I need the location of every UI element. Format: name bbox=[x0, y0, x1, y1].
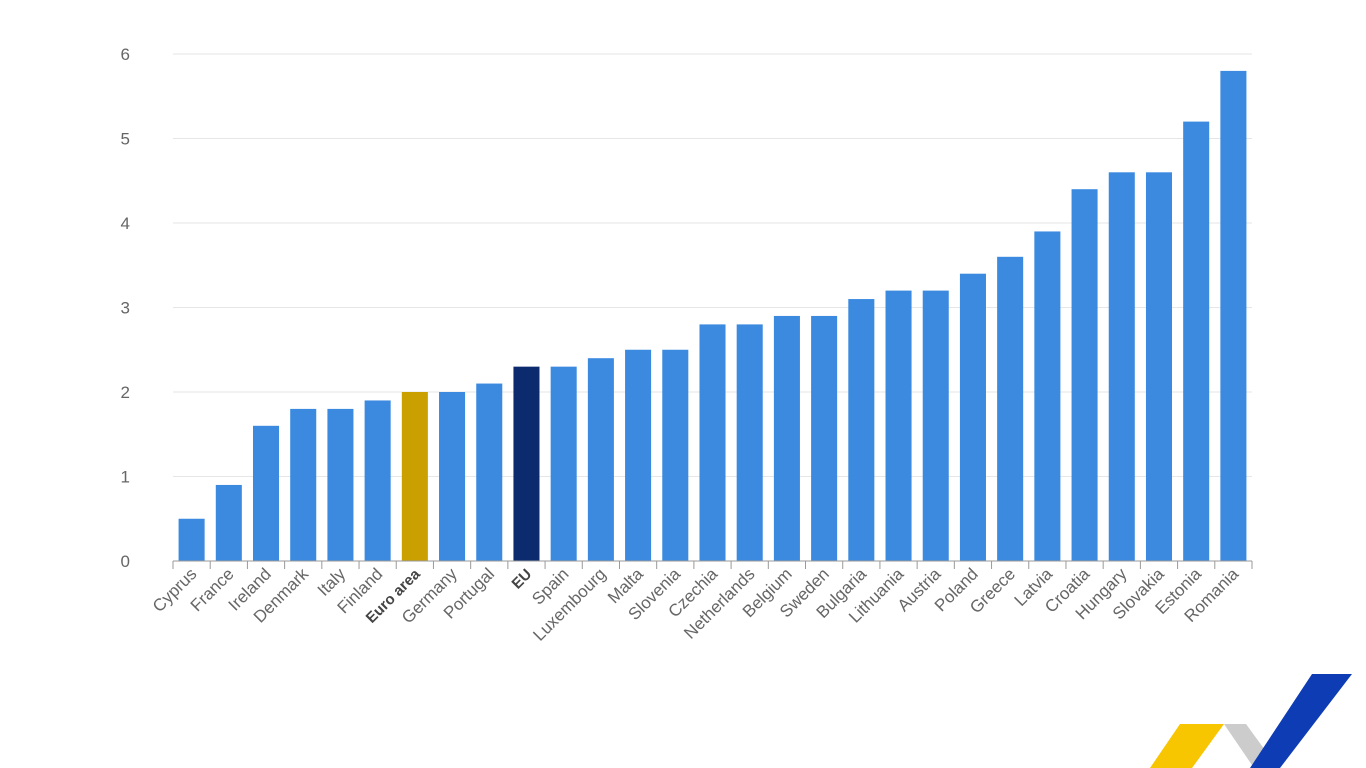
bar-cyprus[interactable] bbox=[178, 518, 205, 561]
y-tick-label: 1 bbox=[121, 468, 130, 487]
bar-latvia[interactable] bbox=[1034, 231, 1061, 561]
logo-blue-stripe bbox=[1250, 674, 1352, 768]
axis-layer bbox=[172, 560, 1253, 569]
y-tick-label: 2 bbox=[121, 383, 130, 402]
y-tick-labels: 0 1 2 3 4 5 6 bbox=[121, 45, 130, 571]
bar-estonia[interactable] bbox=[1183, 121, 1210, 561]
bar-finland[interactable] bbox=[364, 400, 391, 561]
bar-czechia[interactable] bbox=[699, 324, 726, 561]
bar-luxembourg[interactable] bbox=[587, 358, 614, 561]
bar-lithuania[interactable] bbox=[885, 290, 912, 561]
x-tick-label: EU bbox=[509, 566, 536, 593]
bar-greece[interactable] bbox=[997, 256, 1024, 561]
bar-germany[interactable] bbox=[439, 392, 466, 561]
bar-netherlands[interactable] bbox=[736, 324, 763, 561]
bar-slovakia[interactable] bbox=[1145, 172, 1173, 562]
bar-belgium[interactable] bbox=[773, 315, 800, 561]
y-tick-label: 0 bbox=[121, 552, 130, 571]
bar-austria[interactable] bbox=[922, 290, 949, 561]
bar-croatia[interactable] bbox=[1071, 189, 1098, 561]
bar-eu[interactable] bbox=[513, 366, 540, 561]
y-tick-label: 4 bbox=[121, 214, 130, 233]
bar-denmark[interactable] bbox=[290, 408, 317, 561]
bar-bulgaria[interactable] bbox=[848, 299, 875, 561]
bar-spain[interactable] bbox=[550, 366, 577, 561]
y-tick-label: 3 bbox=[121, 299, 130, 318]
bar-portugal[interactable] bbox=[476, 383, 503, 561]
bar-malta[interactable] bbox=[625, 349, 652, 561]
bar-france[interactable] bbox=[215, 484, 242, 561]
bar-slovenia[interactable] bbox=[662, 349, 689, 561]
logo-yellow-stripe bbox=[1150, 724, 1224, 768]
y-tick-label: 6 bbox=[121, 45, 130, 64]
bar-italy[interactable] bbox=[327, 408, 354, 561]
bar-hungary[interactable] bbox=[1108, 172, 1135, 562]
eu-chevron-logo-icon bbox=[1150, 674, 1352, 768]
bar-romania[interactable] bbox=[1220, 70, 1247, 562]
bar-poland[interactable] bbox=[959, 273, 986, 561]
bar-sweden[interactable] bbox=[811, 315, 838, 561]
bar-ireland[interactable] bbox=[252, 425, 280, 561]
bar-euro-area[interactable] bbox=[401, 392, 428, 561]
bars-layer bbox=[178, 70, 1247, 562]
y-tick-label: 5 bbox=[121, 130, 130, 149]
